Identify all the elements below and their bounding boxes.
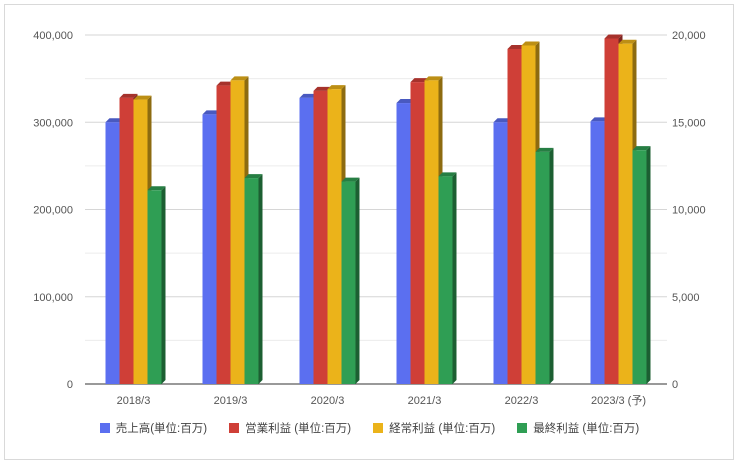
bar — [230, 80, 245, 385]
bar-top — [133, 95, 152, 100]
bar — [396, 103, 411, 385]
left-tick-label: 400,000 — [33, 30, 73, 42]
legend-label: 経常利益 (単位:百万) — [389, 423, 496, 435]
bar-top — [507, 44, 526, 49]
bar-top — [105, 118, 124, 123]
legend-swatch — [99, 423, 110, 433]
bar — [438, 176, 453, 384]
category-label: 2019/3 — [214, 395, 248, 407]
bar-top — [341, 177, 360, 182]
bar-side — [161, 186, 166, 384]
bar — [493, 122, 508, 384]
legend-item: 営業利益 (単位:百万) — [229, 420, 351, 436]
legend-item: 売上高(単位:百万) — [99, 420, 208, 436]
legend-label: 売上高(単位:百万) — [115, 423, 208, 435]
bar — [341, 181, 356, 384]
bar-top — [119, 93, 138, 98]
category-label: 2022/3 — [505, 395, 539, 407]
bar-side — [258, 174, 263, 384]
right-tick-label: 5,000 — [672, 292, 700, 304]
right-tick-label: 20,000 — [672, 30, 706, 42]
legend: 売上高(単位:百万) 営業利益 (単位:百万) 経常利益 (単位:百万) 最終利益 (… — [0, 420, 739, 436]
left-tick-label: 100,000 — [33, 292, 73, 304]
bar-top — [410, 78, 429, 83]
bar — [327, 89, 342, 384]
bar-top — [313, 86, 332, 91]
bar-top — [327, 85, 346, 90]
right-tick-label: 0 — [672, 379, 678, 391]
legend-label: 営業利益 (単位:百万) — [245, 423, 352, 435]
category-label: 2021/3 — [408, 395, 442, 407]
bar-top — [230, 76, 249, 81]
category-label: 2023/3 (予) — [591, 394, 646, 407]
bar-side — [646, 146, 651, 384]
bar-top — [216, 81, 235, 86]
bar-top — [590, 117, 609, 122]
bar — [590, 121, 605, 384]
legend-item: 経常利益 (単位:百万) — [373, 420, 495, 436]
bar-top — [604, 34, 623, 39]
bar — [216, 85, 231, 384]
bar — [313, 90, 328, 384]
bar-top — [618, 39, 637, 44]
legend-swatch — [373, 423, 384, 433]
bar — [535, 151, 550, 384]
bar-top — [299, 93, 318, 98]
bar — [424, 80, 439, 385]
bar-top — [147, 186, 166, 191]
left-tick-label: 200,000 — [33, 205, 73, 217]
category-label: 2020/3 — [311, 395, 345, 407]
bar — [119, 97, 134, 384]
left-tick-label: 300,000 — [33, 117, 73, 129]
bar — [244, 178, 259, 384]
bar-top — [396, 99, 415, 104]
bar — [618, 43, 633, 384]
bar — [521, 45, 536, 384]
legend-swatch — [517, 423, 528, 433]
left-tick-label: 0 — [67, 379, 73, 391]
bar-side — [549, 147, 554, 384]
bar — [299, 97, 314, 384]
bar — [507, 48, 522, 385]
bar — [133, 99, 148, 384]
bar — [410, 82, 425, 385]
bar-side — [355, 177, 360, 384]
bar — [147, 190, 162, 384]
bar — [202, 114, 217, 385]
bar-top — [202, 110, 221, 115]
bar — [632, 150, 647, 384]
bar-top — [438, 172, 457, 177]
right-tick-label: 15,000 — [672, 117, 706, 129]
legend-label: 最終利益 (単位:百万) — [533, 423, 640, 435]
bar-top — [493, 118, 512, 123]
category-label: 2018/3 — [117, 395, 151, 407]
bar — [604, 38, 619, 385]
bar-top — [535, 147, 554, 152]
legend-swatch — [229, 423, 240, 433]
right-tick-label: 10,000 — [672, 205, 706, 217]
bar-top — [521, 41, 540, 46]
bar-top — [632, 146, 651, 151]
bar-top — [244, 174, 263, 179]
legend-item: 最終利益 (単位:百万) — [517, 420, 639, 436]
bar — [105, 122, 120, 384]
bar-side — [452, 172, 457, 384]
bar-top — [424, 76, 443, 81]
